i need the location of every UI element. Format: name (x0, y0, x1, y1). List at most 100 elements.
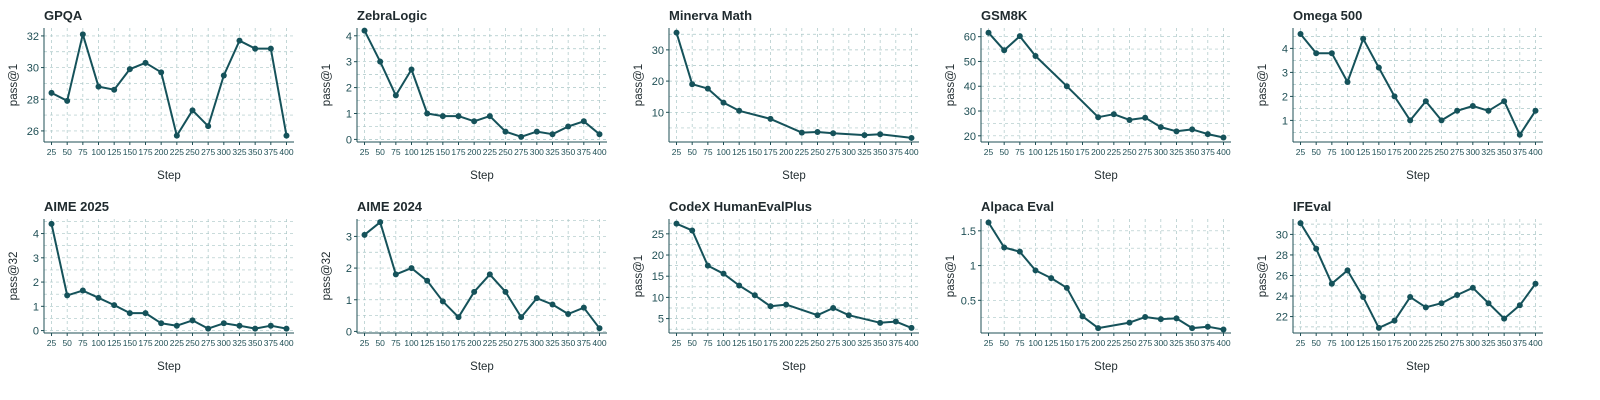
x-tick-label: 375 (577, 338, 591, 348)
data-point (267, 322, 274, 329)
x-tick-label: 250 (498, 147, 512, 157)
data-point (455, 113, 462, 120)
data-point (173, 132, 180, 139)
data-point (252, 45, 259, 52)
data-point (720, 99, 727, 106)
series-line (1299, 33, 1537, 136)
data-point (79, 31, 86, 38)
x-tick-label: 100 (1340, 147, 1354, 157)
data-point (1220, 326, 1227, 333)
data-point (1391, 93, 1398, 100)
data-point (549, 131, 556, 138)
chart-panel-10: 25 50 75 100 125 150 175 200 225 250 275 300 325 350 3… (1257, 199, 1543, 373)
x-tick-label: 125 (107, 147, 121, 157)
chart-title: Minerva Math (669, 8, 752, 23)
data-point (236, 322, 243, 329)
y-axis-label: pass@1 (1257, 64, 1269, 106)
x-tick-label: 125 (1356, 338, 1370, 348)
x-tick-label: 150 (123, 147, 137, 157)
data-point (95, 294, 102, 301)
x-tick-label: 300 (530, 147, 544, 157)
data-point (1001, 244, 1008, 251)
data-point (720, 270, 727, 277)
x-tick-label: 375 (1513, 338, 1527, 348)
data-point (1532, 107, 1539, 114)
x-tick-label: 50 (687, 147, 697, 157)
x-tick-label: 225 (1419, 147, 1433, 157)
data-point (1501, 315, 1508, 322)
data-point (392, 92, 399, 99)
x-tick-label: 100 (716, 147, 730, 157)
x-tick-label: 75 (78, 338, 88, 348)
data-point (158, 69, 165, 76)
x-tick-label: 300 (842, 147, 856, 157)
data-point (814, 312, 821, 319)
y-tick-label: 10 (652, 107, 664, 119)
chart-panel-2: 25 50 75 100 125 150 175 200 225 250 275 300 325 350 3… (321, 8, 607, 182)
x-tick-label: 400 (904, 147, 918, 157)
x-tick-label: 175 (763, 147, 777, 157)
x-tick-label: 50 (62, 338, 72, 348)
x-tick-label: 400 (592, 338, 606, 348)
series-line (51, 33, 288, 137)
data-point (1142, 114, 1149, 121)
chart-panel-5: 25 50 75 100 125 150 175 200 225 250 275 300 325 350 3… (1257, 8, 1543, 182)
data-point (173, 322, 180, 329)
x-tick-label: 325 (1169, 338, 1183, 348)
y-axis-label: pass@32 (321, 252, 333, 301)
x-tick-label: 50 (375, 338, 385, 348)
y-tick-label: 20 (964, 131, 976, 143)
y-tick-label: 22 (1276, 312, 1288, 324)
x-tick-label: 100 (91, 147, 105, 157)
x-tick-label: 350 (1497, 147, 1511, 157)
data-point (283, 132, 290, 139)
x-tick-label: 375 (889, 338, 903, 348)
x-tick-label: 350 (1185, 338, 1199, 348)
y-tick-label: 3 (33, 253, 39, 265)
data-point (1516, 131, 1523, 138)
data-point (798, 129, 805, 136)
data-point (189, 317, 196, 324)
data-point (1063, 83, 1070, 90)
x-tick-label: 100 (1028, 147, 1042, 157)
data-point (1157, 316, 1164, 323)
x-tick-label: 25 (672, 338, 682, 348)
y-tick-label: 24 (1276, 291, 1288, 303)
series-line (50, 223, 287, 330)
y-tick-label: 4 (33, 229, 39, 241)
y-tick-label: 50 (964, 56, 976, 68)
data-point (1173, 315, 1180, 322)
data-point (1344, 267, 1351, 274)
data-point (673, 29, 680, 36)
data-point (1407, 117, 1414, 124)
data-point (283, 325, 290, 332)
data-point (48, 89, 55, 96)
x-tick-label: 150 (1060, 147, 1074, 157)
y-tick-label: 0 (346, 134, 352, 146)
data-point (48, 220, 55, 227)
data-point (424, 277, 431, 284)
y-tick-label: 1 (970, 261, 976, 273)
x-tick-label: 125 (1044, 338, 1058, 348)
data-point (580, 304, 587, 311)
x-tick-label: 225 (1107, 338, 1121, 348)
data-point (736, 107, 743, 114)
data-point (1126, 116, 1133, 123)
y-tick-label: 3 (346, 231, 352, 243)
x-tick-label: 250 (498, 338, 512, 348)
y-tick-label: 2 (346, 263, 352, 275)
chart-title: AIME 2024 (357, 199, 423, 214)
x-tick-label: 225 (483, 338, 497, 348)
data-point (783, 301, 790, 308)
data-point (565, 123, 572, 130)
x-tick-label: 275 (514, 147, 528, 157)
data-point (1438, 300, 1445, 307)
data-point (1063, 284, 1070, 291)
x-tick-label: 325 (232, 338, 246, 348)
x-axis-label: Step (157, 170, 181, 182)
y-axis-label: pass@1 (8, 64, 20, 106)
x-tick-label: 375 (264, 147, 278, 157)
y-tick-label: 3 (346, 57, 352, 69)
x-tick-label: 400 (1216, 338, 1230, 348)
data-point (1516, 302, 1523, 309)
